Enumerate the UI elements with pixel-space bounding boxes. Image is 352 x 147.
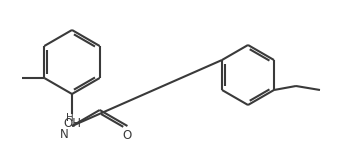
Text: O: O	[123, 129, 132, 142]
Text: OH: OH	[63, 117, 81, 130]
Text: N: N	[59, 128, 68, 141]
Text: H: H	[66, 113, 74, 123]
